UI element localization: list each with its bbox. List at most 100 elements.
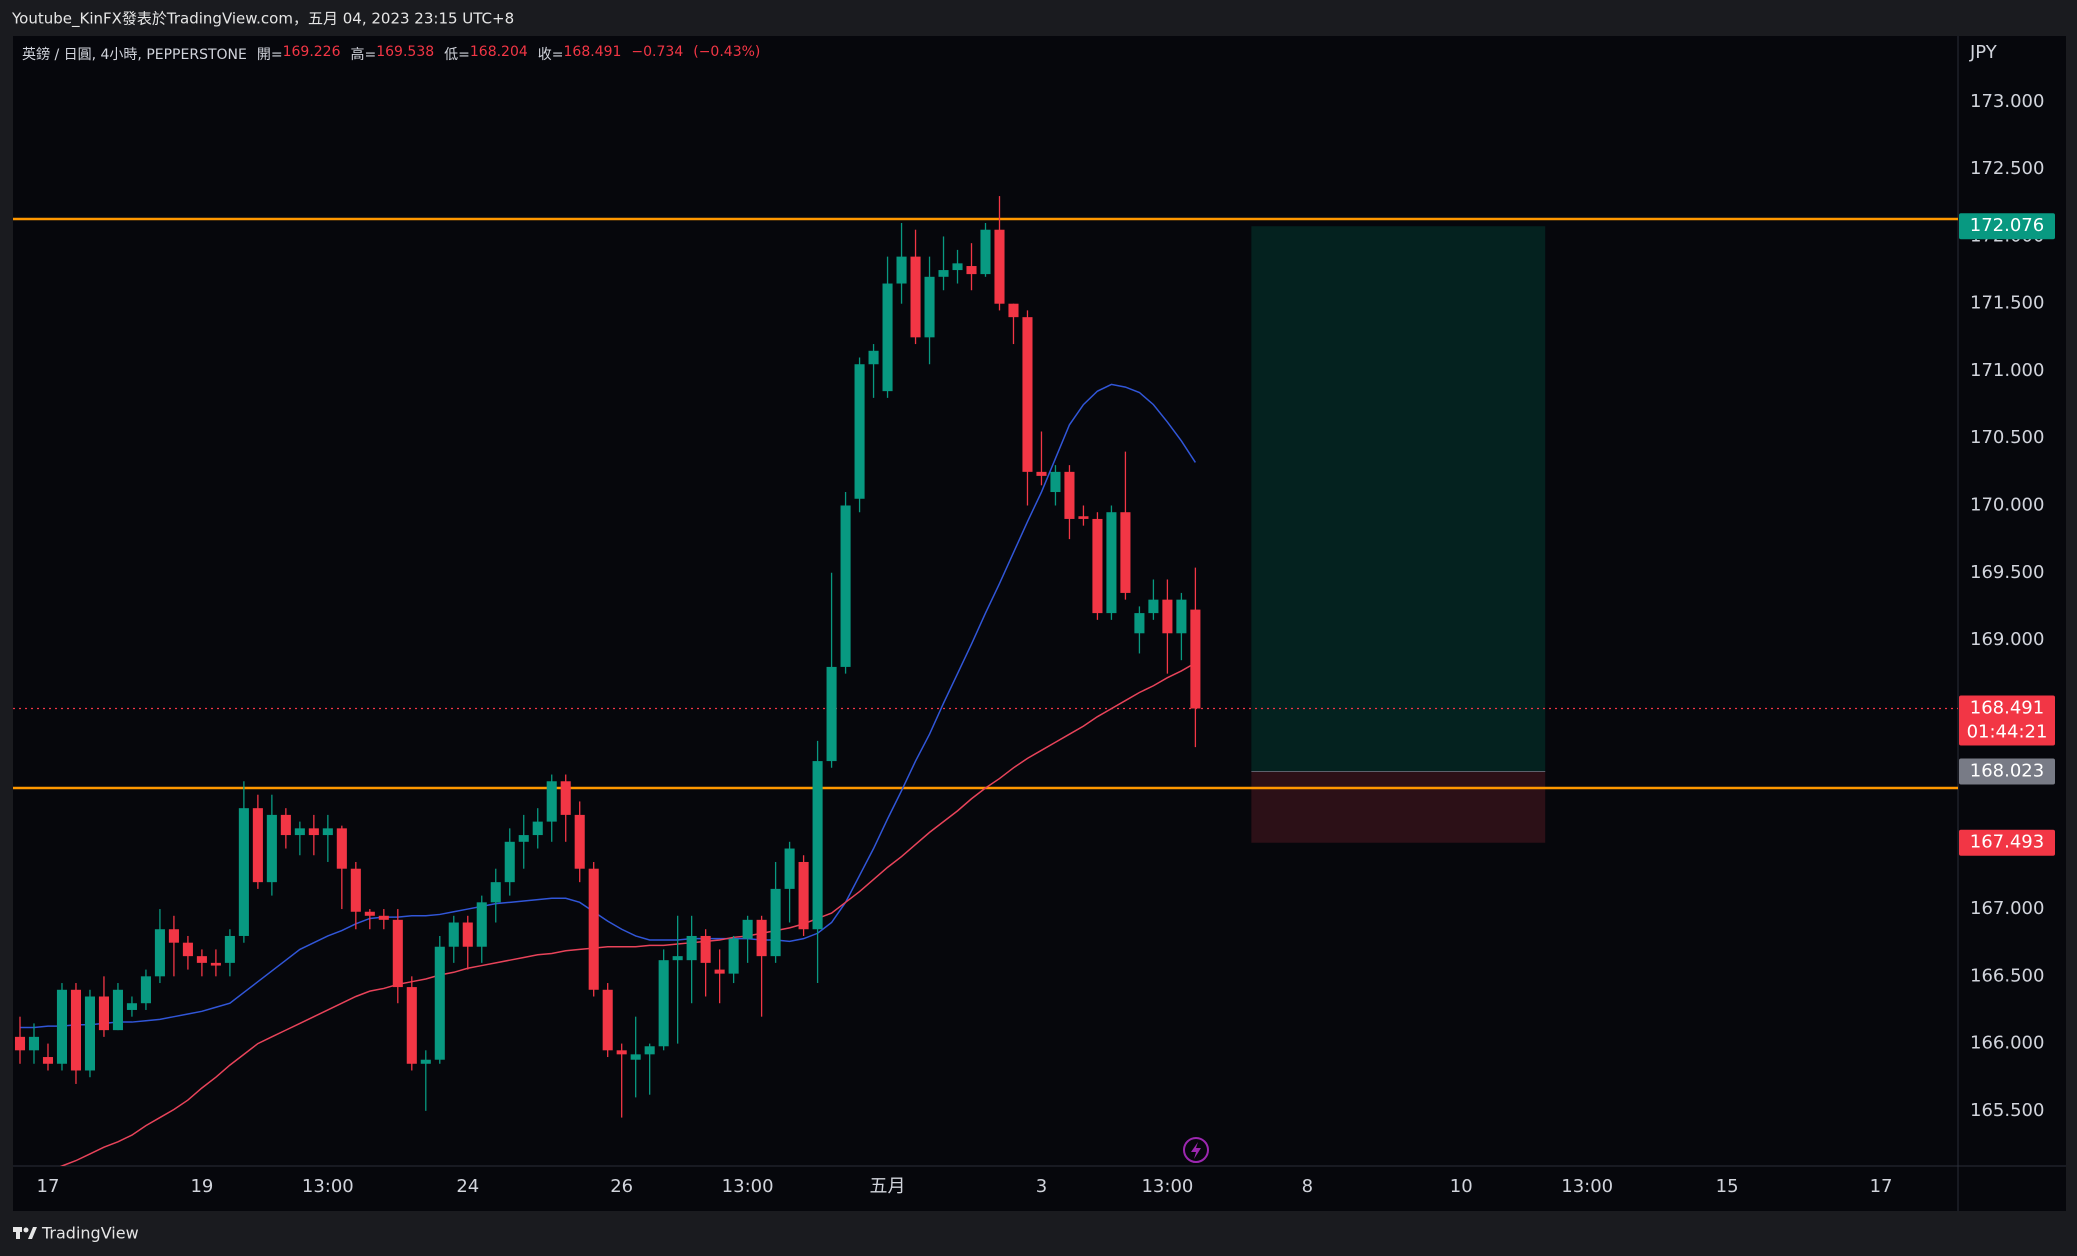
currency: JPY [1969,42,1998,63]
target-label: 172.076 [1970,215,2044,236]
candle-body [462,922,473,947]
x-tick-label: 13:00 [722,1176,774,1197]
x-tick-label: 13:00 [302,1176,354,1197]
candle-body [210,962,221,966]
candle-body [532,821,543,836]
candle-body [784,848,795,889]
candle-body [294,828,305,836]
target-label-bg [1959,213,2055,240]
candle-body [364,911,375,916]
candle-body [756,919,767,957]
stop-label: 167.493 [1970,832,2044,853]
candle-body [896,256,907,284]
candle-body [700,935,711,963]
candle-body [238,808,249,936]
stop-zone [1251,771,1546,843]
entry-label-bg [1959,758,2055,785]
candle-body [812,761,823,930]
lightning-icon [1183,1137,1209,1163]
x-tick-label: 17 [1870,1176,1893,1197]
legend-value: 169.538 [376,44,435,60]
candle-body [308,828,319,836]
candle-body [1120,512,1131,593]
legend-label: 開= [256,47,283,63]
legend-value: 169.226 [282,44,341,60]
candle-body [518,835,529,842]
candle-body [742,919,753,939]
candle-body [182,942,193,957]
candle-body [112,989,123,1031]
y-tick-label: 173.000 [1970,91,2044,112]
y-tick-label: 167.000 [1970,898,2044,919]
candle-body [602,989,613,1051]
x-tick-label: 15 [1716,1176,1739,1197]
candle-body [1092,518,1103,614]
candle-body [966,266,977,275]
x-tick-label: 13:00 [1561,1176,1613,1197]
last-price-label: 168.491 [1970,697,2044,718]
x-tick-label: 13:00 [1141,1176,1193,1197]
candle-body [42,1057,54,1064]
y-tick-label: 169.000 [1970,629,2044,650]
x-tick-label: 19 [190,1176,213,1197]
candle-body [1022,317,1033,472]
y-tick-label: 166.000 [1970,1033,2044,1054]
y-tick-label: 169.500 [1970,562,2044,583]
candle-body [546,781,557,822]
moving-average [20,383,1197,1029]
candle-body [980,229,991,275]
legend-value: 168.204 [469,44,528,60]
candle-body [1106,512,1117,614]
candle-body [406,987,417,1064]
y-tick-label: 172.500 [1970,158,2044,179]
candle-body [994,229,1005,304]
candle-body [476,902,487,947]
y-tick-label: 171.000 [1970,360,2044,381]
stop-label-bg [1959,829,2055,856]
target-zone [1251,226,1546,772]
countdown: 01:44:21 [1967,721,2048,742]
plot-area [13,196,1958,1166]
candle-body [644,1046,655,1055]
legend-change-pct: (−0.43%) [693,44,761,60]
candle-body [910,256,921,338]
candle-body [854,364,865,499]
header-text: Youtube_KinFX發表於TradingView.com，五月 04, 2… [11,10,514,29]
candle-body [280,814,291,836]
x-tick-label: 24 [456,1176,479,1197]
candle-body [448,922,459,947]
legend-label: 高= [350,47,377,63]
candle-body [14,1036,26,1051]
last-price-label-bg [1959,695,2055,746]
candle-body [70,989,82,1071]
candle-body [560,781,571,815]
x-tick-label: 8 [1302,1176,1313,1197]
y-tick-label: 171.500 [1970,293,2044,314]
candle-body [322,828,333,836]
y-tick-label: 165.500 [1970,1100,2044,1121]
legend-label: 收= [537,47,564,63]
legend-label: 低= [444,47,470,63]
candle-body [154,929,165,977]
candle-body [840,505,851,667]
candle-body [574,814,585,869]
legend: 英鎊 / 日圓, 4小時, PEPPERSTONE 開= 169.226 高= 16… [22,44,760,64]
candle-body [196,956,207,963]
moving-average [59,662,1196,1166]
candle-body [98,996,109,1031]
candle-body [1162,599,1173,634]
candle-body [1036,471,1047,476]
y-tick-label: 170.500 [1970,427,2044,448]
chart-panel [13,36,2066,1211]
candle-body [266,814,277,883]
candle-body [490,882,501,903]
candle-body [504,841,515,883]
candle-body [84,996,95,1071]
candle-body [378,915,389,920]
candle-body [882,283,893,392]
candle-body [252,808,263,883]
candle-body [1008,303,1019,318]
x-tick-label: 26 [610,1176,633,1197]
brand: TradingView [41,1224,139,1243]
candle-body [868,350,879,365]
